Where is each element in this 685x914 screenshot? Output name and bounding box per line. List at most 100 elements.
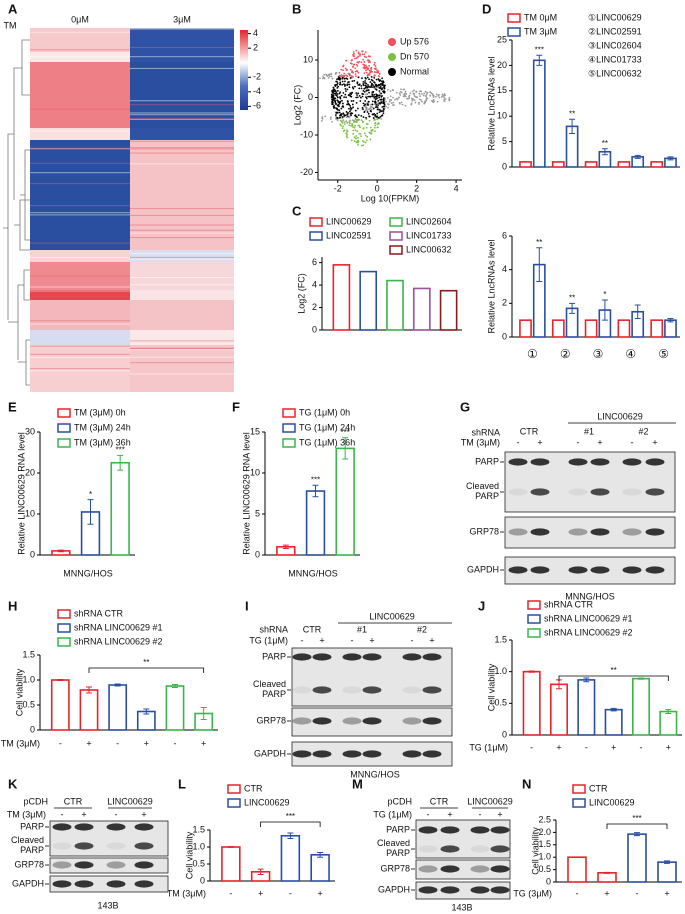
scatter-point	[401, 103, 404, 106]
scatter-point	[340, 94, 343, 97]
y-axis-label: Relative LncRNAs level	[486, 56, 496, 150]
heatmap-stripe	[130, 214, 234, 216]
colorbar	[240, 30, 248, 110]
scatter-point	[408, 97, 410, 100]
scatter-point	[364, 105, 367, 108]
treatment-sign: +	[447, 809, 452, 819]
legend-swatch	[572, 798, 586, 808]
scatter-point	[371, 71, 373, 73]
scatter-point	[378, 111, 381, 114]
scatter-point	[348, 83, 351, 86]
scatter-point	[369, 126, 372, 129]
treatment-sign: -	[636, 888, 639, 898]
scatter-point	[341, 121, 343, 124]
scatter-point	[365, 107, 368, 110]
colorbar-tick-label: -6	[253, 101, 261, 111]
heatmap-stripe	[30, 286, 130, 288]
bar	[650, 319, 664, 338]
blot-band	[106, 842, 126, 850]
scatter-point	[412, 98, 415, 101]
scatter-point	[349, 92, 352, 95]
blot-band	[590, 458, 610, 466]
scatter-point	[372, 84, 374, 86]
scatter-point	[373, 71, 376, 73]
group-label: CTR	[520, 426, 539, 436]
blot-band	[52, 861, 72, 869]
scatter-point	[370, 95, 372, 98]
scatter-point	[321, 116, 324, 118]
scatter-point	[364, 84, 367, 87]
blot-band	[568, 458, 588, 466]
scatter-point	[381, 84, 384, 86]
legend-label: shRNA LINC00629 #2	[544, 627, 633, 637]
group-label: CTR	[64, 796, 83, 806]
group-label: #1	[357, 624, 367, 634]
scatter-point	[367, 89, 370, 91]
scatter-point	[386, 89, 389, 91]
scatter-point	[399, 94, 402, 96]
legend-label: Dn 570	[400, 51, 429, 61]
scatter-point	[371, 79, 374, 82]
treatment-sign: +	[652, 437, 657, 447]
row-label: PARP	[386, 824, 410, 834]
scatter-point	[373, 63, 376, 66]
scatter-point	[338, 71, 341, 74]
treatment-sign: +	[604, 888, 609, 898]
bar	[412, 287, 431, 331]
drug-label: TM (3μM)	[7, 809, 46, 819]
scatter-point	[419, 90, 421, 93]
scatter-point	[431, 100, 434, 102]
legend-label: shRNA CTR	[544, 599, 594, 609]
bar	[110, 461, 130, 556]
scatter-point	[378, 96, 381, 99]
scatter-point	[443, 100, 446, 102]
heatmap-stripe	[30, 148, 130, 150]
panel-letter: H	[8, 598, 17, 613]
blot-band	[418, 845, 438, 853]
y-tick-label: 0	[502, 331, 507, 341]
scatter-point	[335, 117, 337, 120]
error-bar	[317, 851, 324, 858]
heatmap-stripe	[130, 347, 234, 349]
scatter-point	[354, 129, 357, 132]
scatter-point	[345, 132, 348, 135]
scatter-point	[365, 97, 368, 100]
bar	[335, 447, 355, 556]
bar	[577, 679, 596, 736]
scatter-point	[371, 106, 374, 109]
heatmap-stripe	[130, 152, 234, 154]
heatmap-stripe	[30, 370, 130, 372]
blot-band	[568, 488, 588, 496]
heatmap-block	[30, 128, 130, 140]
scatter-point	[355, 49, 358, 52]
legend-label: CTR	[244, 783, 263, 793]
scatter-point	[352, 129, 355, 132]
scatter-point	[344, 80, 346, 83]
scatter-point	[376, 112, 379, 115]
scatter-point	[362, 144, 365, 147]
y-tick-label: 0	[546, 876, 551, 886]
bar	[584, 319, 598, 338]
scatter-point	[372, 117, 375, 119]
scatter-point	[351, 103, 354, 106]
bar	[79, 689, 99, 731]
significance-label: **	[611, 666, 617, 675]
error-bar	[172, 684, 178, 688]
heatmap-stripe	[130, 252, 234, 254]
row-label: GAPDH	[378, 884, 410, 894]
scatter-point	[375, 67, 377, 70]
scatter-point	[342, 74, 344, 77]
x-tick-label: ⑤	[658, 347, 669, 361]
scatter-point	[378, 73, 381, 75]
scatter-point	[357, 107, 359, 110]
scatter-point	[374, 130, 376, 133]
scatter-point	[351, 71, 353, 74]
legend-swatch	[527, 600, 541, 610]
row-label: GRP78	[380, 863, 410, 873]
blot-band	[362, 686, 382, 694]
blot-band	[134, 823, 154, 831]
row-label: GAPDH	[467, 564, 499, 574]
scatter-point	[359, 126, 361, 129]
scatter-point	[382, 98, 385, 101]
